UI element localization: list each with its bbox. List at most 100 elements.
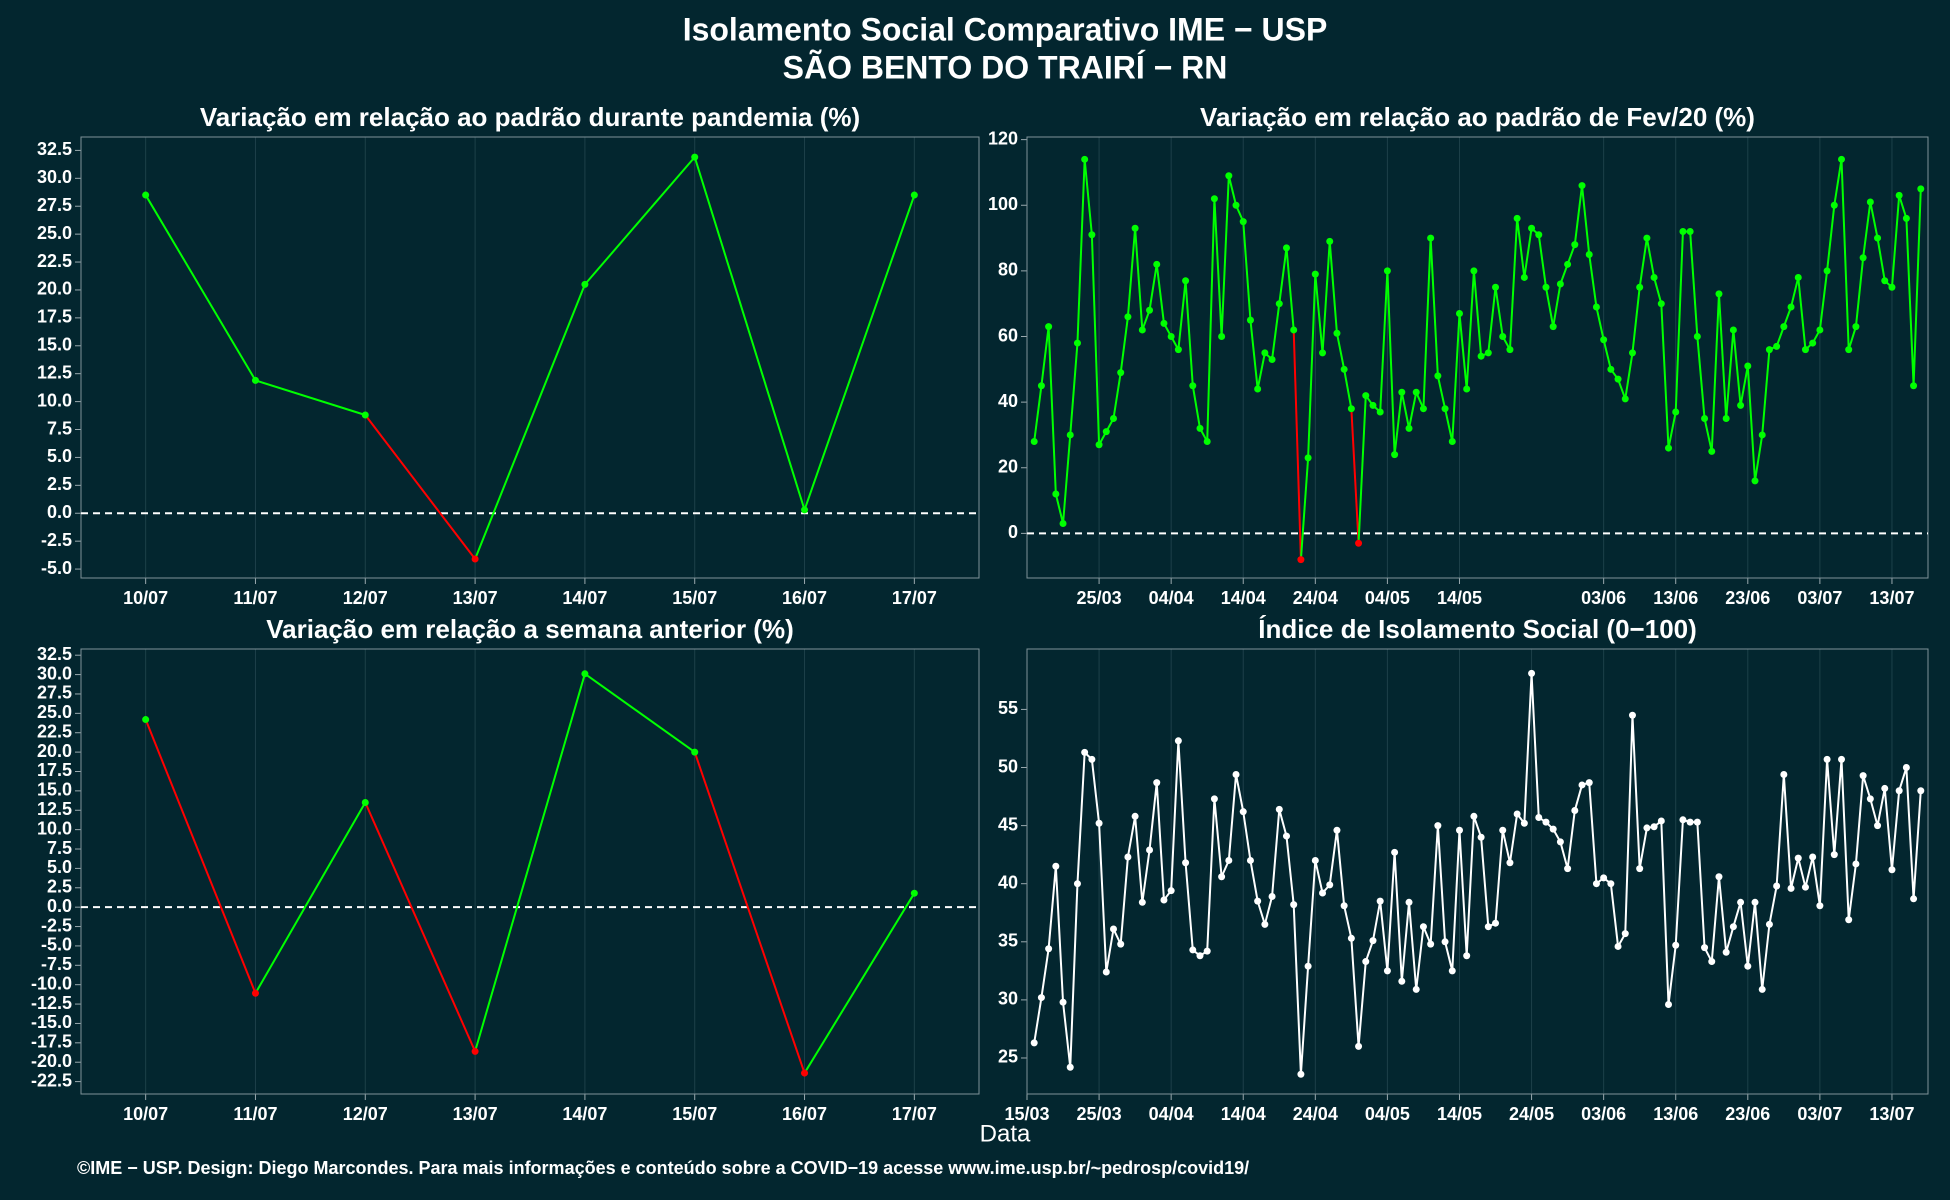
data-point <box>1758 985 1766 993</box>
y-tick-label: 25 <box>998 1047 1018 1067</box>
line-segment <box>1653 277 1663 304</box>
data-point <box>1405 424 1413 432</box>
data-point <box>1383 967 1391 975</box>
line-segment <box>1508 218 1519 350</box>
x-tick-label: 24/05 <box>1509 1104 1554 1124</box>
y-tick-label: 20.0 <box>37 741 72 761</box>
data-point <box>1304 454 1312 462</box>
data-point <box>1131 812 1139 820</box>
data-point <box>1787 884 1795 892</box>
data-point <box>1910 382 1918 390</box>
data-point <box>1398 977 1406 985</box>
data-point <box>1138 898 1146 906</box>
data-point <box>1564 260 1572 268</box>
line-segment <box>1069 342 1079 436</box>
line-segment <box>1833 159 1843 206</box>
x-tick-label: 13/07 <box>453 1104 498 1124</box>
y-tick-label: -2.5 <box>41 530 72 550</box>
data-point <box>1585 250 1593 258</box>
data-point <box>1030 1039 1038 1047</box>
x-tick-label: 16/07 <box>782 1104 827 1124</box>
x-tick-label: 11/07 <box>233 1104 277 1124</box>
data-point <box>1362 958 1370 966</box>
y-tick-label: -15.0 <box>31 1012 72 1032</box>
line-segment <box>1465 270 1475 390</box>
data-point <box>1124 853 1132 861</box>
data-point <box>1729 923 1737 931</box>
line-segment <box>1862 201 1872 258</box>
data-point <box>1383 267 1391 275</box>
data-point <box>1801 883 1809 891</box>
data-point <box>1081 155 1089 163</box>
data-point <box>1196 424 1204 432</box>
line-segment <box>1667 411 1677 449</box>
x-tick-label: 03/06 <box>1581 1104 1626 1124</box>
line-segment <box>1739 365 1749 406</box>
line-segment <box>1408 392 1418 429</box>
y-tick-label: 12.5 <box>37 362 72 382</box>
line-segment <box>1573 185 1584 245</box>
data-point <box>1917 787 1925 795</box>
data-point <box>1470 812 1478 820</box>
data-point <box>1412 985 1420 993</box>
data-point <box>1232 770 1240 778</box>
data-point <box>1845 346 1853 354</box>
x-tick-label: 04/05 <box>1365 588 1410 608</box>
panel-title: Variação em relação ao padrão de Fev/20 … <box>1200 102 1755 132</box>
y-tick-label: 10.0 <box>37 390 72 410</box>
line-segment <box>1321 241 1331 353</box>
data-point <box>1628 711 1636 719</box>
data-point <box>1160 319 1168 327</box>
line-segment <box>1155 264 1165 324</box>
data-point <box>1102 428 1110 436</box>
line-segment <box>1912 188 1922 386</box>
line-segment <box>1732 329 1742 406</box>
y-tick-label: 25.0 <box>37 702 72 722</box>
data-point <box>691 153 699 161</box>
line-segment <box>1840 159 1850 350</box>
data-point <box>1391 451 1399 459</box>
data-point <box>1153 260 1161 268</box>
data-point <box>1852 323 1860 331</box>
line-segment <box>1710 293 1720 452</box>
data-point <box>1665 444 1673 452</box>
data-point <box>1218 873 1226 881</box>
line-segment <box>474 284 586 560</box>
panel-title: Variação em relação a semana anterior (%… <box>266 614 794 644</box>
line-segment <box>1487 287 1497 354</box>
data-point <box>1650 823 1658 831</box>
data-point <box>910 889 918 897</box>
y-tick-label: 50 <box>998 756 1018 776</box>
data-point <box>1427 940 1435 948</box>
data-point <box>1621 395 1629 403</box>
line-segment <box>1458 313 1468 390</box>
panel: Variação em relação a semana anterior (%… <box>31 614 980 1124</box>
data-point <box>1124 313 1132 321</box>
data-point <box>1333 329 1341 337</box>
y-tick-label: 30.0 <box>37 167 72 187</box>
line-segment <box>1054 493 1065 524</box>
line-segment <box>1184 280 1194 386</box>
data-point <box>1823 755 1831 763</box>
line-segment <box>1314 274 1324 353</box>
data-point <box>1650 273 1658 281</box>
data-point <box>1109 925 1117 933</box>
y-tick-label: 5.0 <box>47 857 72 877</box>
data-point <box>1751 898 1759 906</box>
data-point <box>1636 865 1644 873</box>
data-point <box>471 1047 479 1055</box>
data-point <box>1902 764 1910 772</box>
data-point <box>1210 795 1218 803</box>
data-point <box>1556 280 1564 288</box>
line-segment <box>1890 195 1901 288</box>
panel-title: Índice de Isolamento Social (0−100) <box>1258 614 1697 644</box>
data-point <box>1203 947 1211 955</box>
x-tick-label: 25/03 <box>1077 1104 1122 1124</box>
data-point <box>1708 958 1716 966</box>
data-point <box>1614 942 1622 950</box>
data-point <box>581 280 589 288</box>
y-tick-label: 80 <box>998 260 1018 280</box>
x-tick-label: 15/03 <box>1004 1104 1049 1124</box>
line-segment <box>1177 280 1187 350</box>
